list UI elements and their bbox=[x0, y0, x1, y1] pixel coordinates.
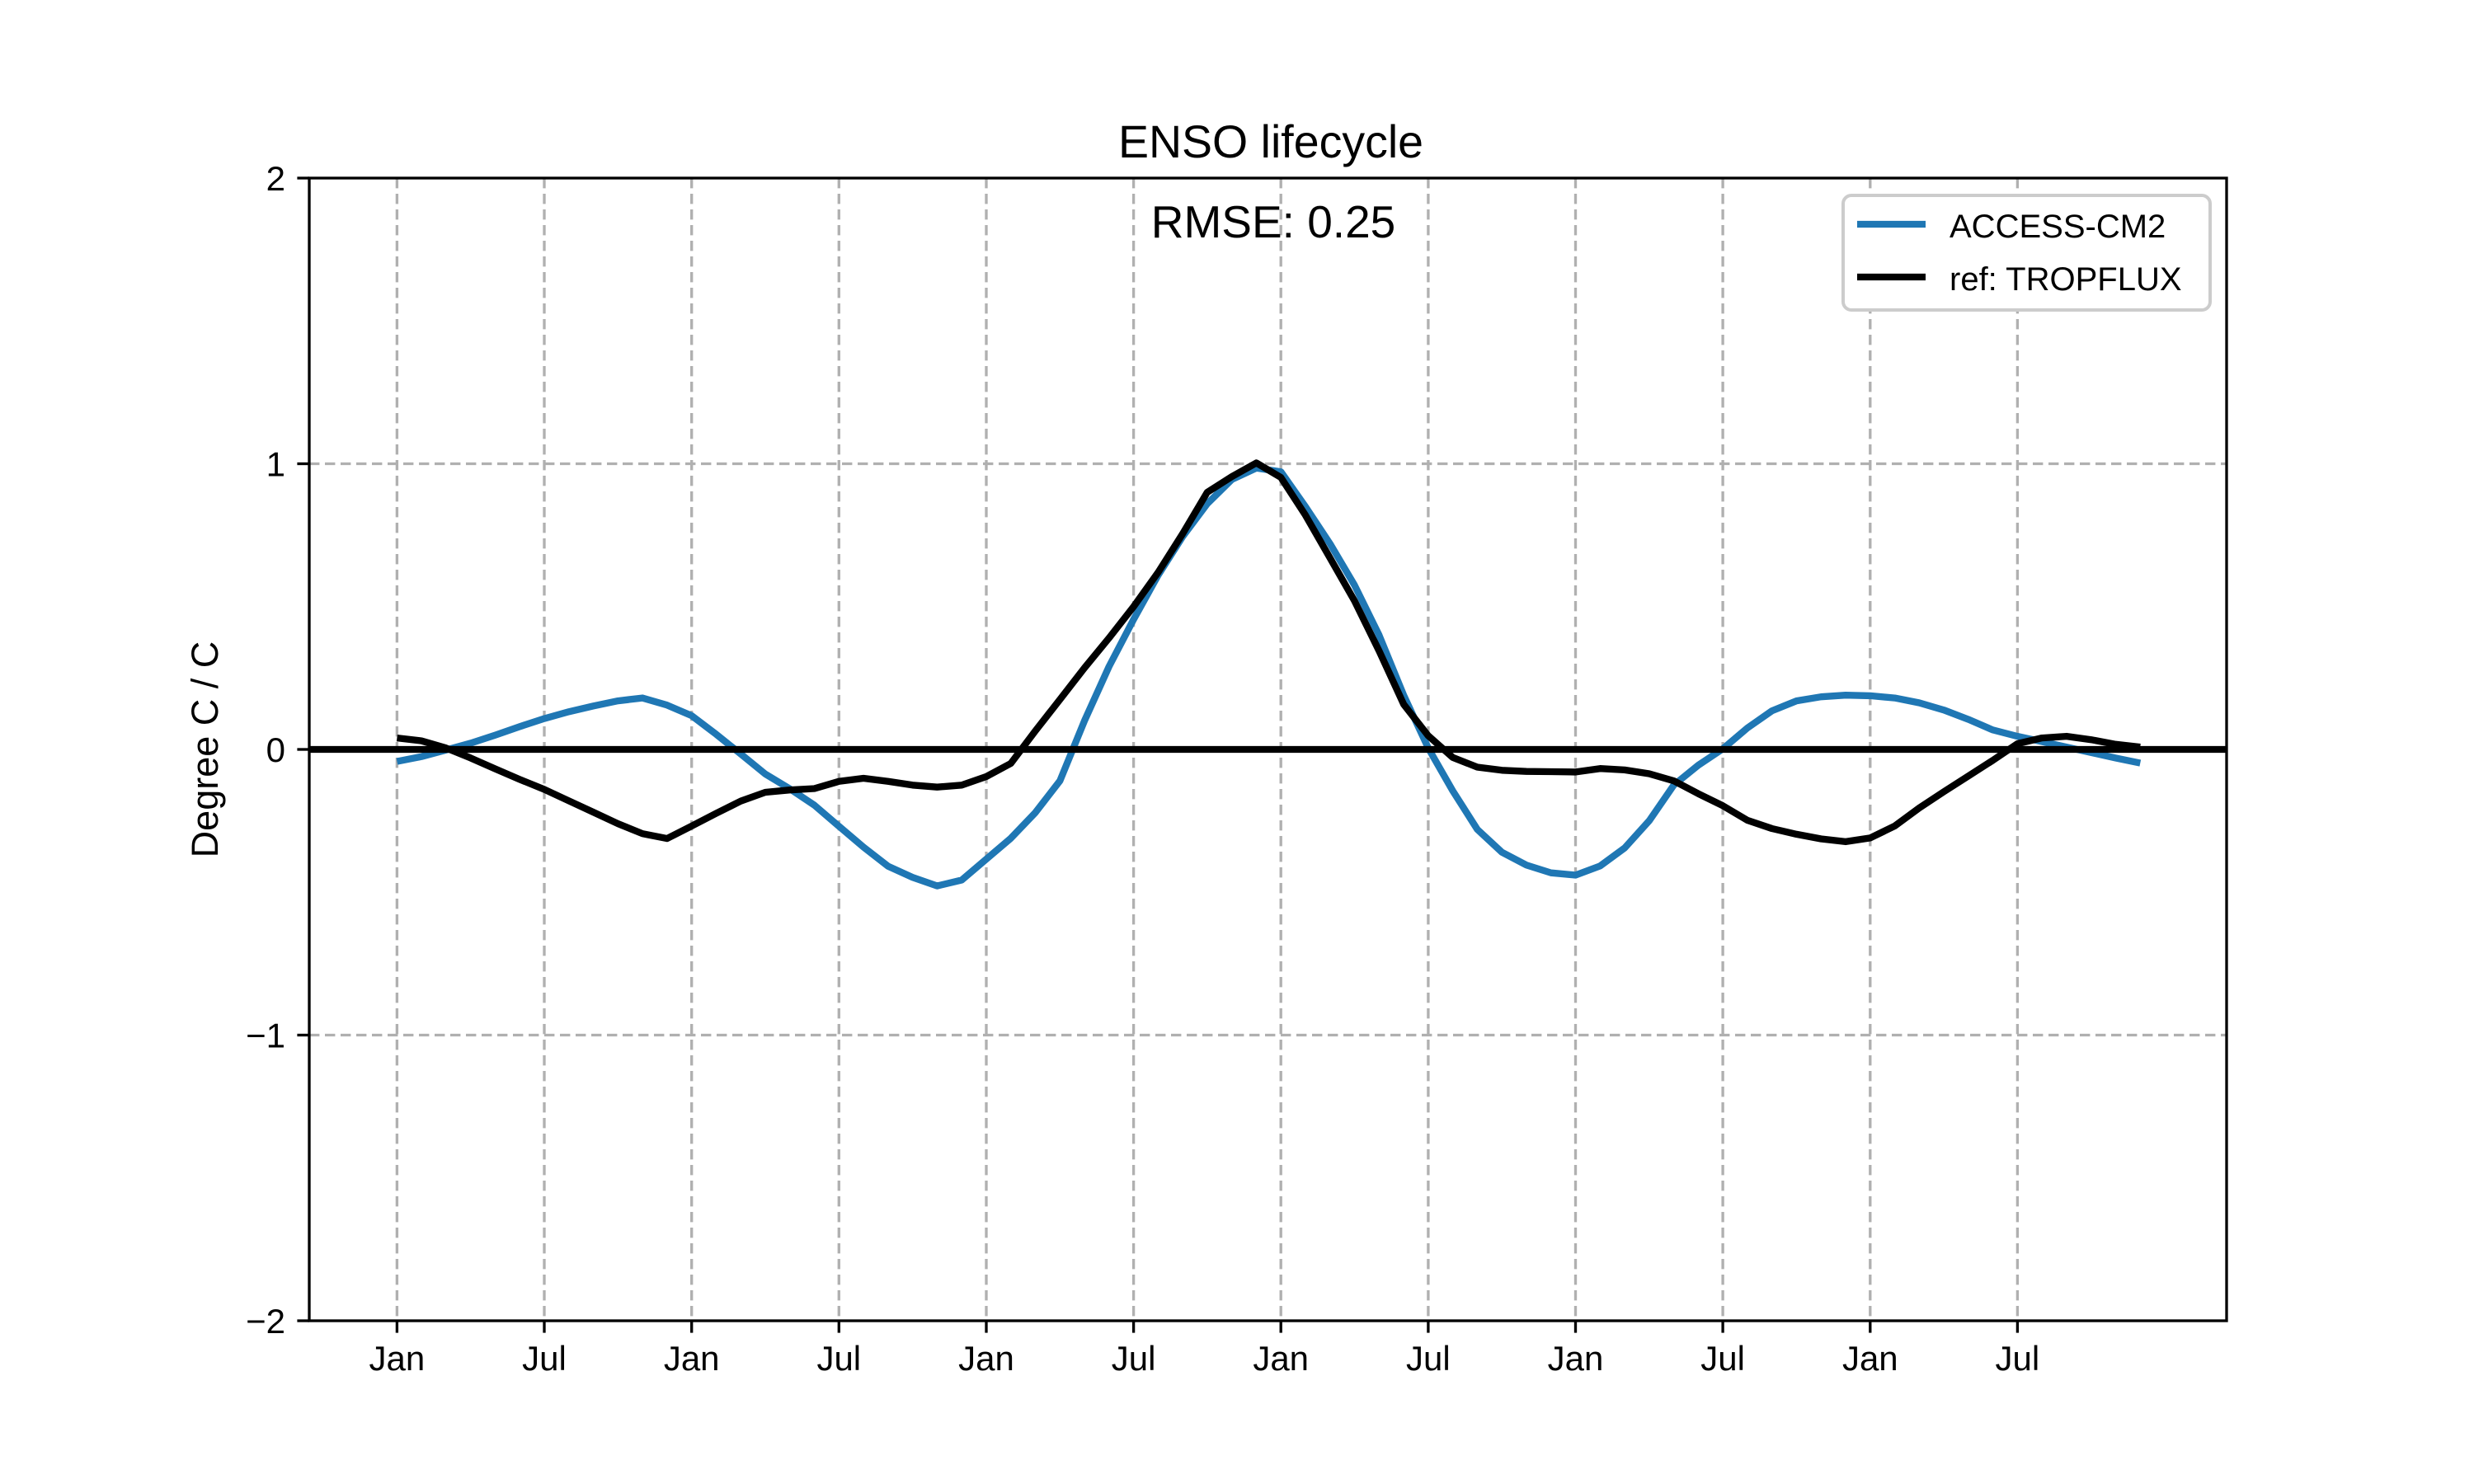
svg-text:Jan: Jan bbox=[1842, 1339, 1898, 1378]
svg-text:Jul: Jul bbox=[1406, 1339, 1451, 1378]
svg-text:1: 1 bbox=[266, 445, 285, 484]
svg-text:Jan: Jan bbox=[1253, 1339, 1309, 1378]
svg-text:Jul: Jul bbox=[1996, 1339, 2040, 1378]
svg-text:Jan: Jan bbox=[369, 1339, 426, 1378]
svg-text:Jan: Jan bbox=[1548, 1339, 1604, 1378]
svg-text:0: 0 bbox=[266, 730, 285, 769]
svg-text:ref: TROPFLUX: ref: TROPFLUX bbox=[1950, 261, 2182, 298]
svg-text:Degree C / C: Degree C / C bbox=[184, 641, 226, 858]
svg-text:−1: −1 bbox=[246, 1017, 285, 1055]
svg-text:Jul: Jul bbox=[522, 1339, 567, 1378]
svg-text:Jul: Jul bbox=[1700, 1339, 1745, 1378]
svg-text:Jan: Jan bbox=[958, 1339, 1014, 1378]
svg-text:Jul: Jul bbox=[1112, 1339, 1156, 1378]
svg-text:ENSO lifecycle: ENSO lifecycle bbox=[1118, 116, 1423, 167]
svg-text:Jan: Jan bbox=[664, 1339, 720, 1378]
svg-text:ACCESS-CM2: ACCESS-CM2 bbox=[1950, 209, 2166, 245]
svg-text:RMSE: 0.25: RMSE: 0.25 bbox=[1151, 196, 1396, 247]
svg-text:−2: −2 bbox=[246, 1302, 285, 1341]
svg-text:2: 2 bbox=[266, 159, 285, 198]
svg-text:Jul: Jul bbox=[816, 1339, 861, 1378]
